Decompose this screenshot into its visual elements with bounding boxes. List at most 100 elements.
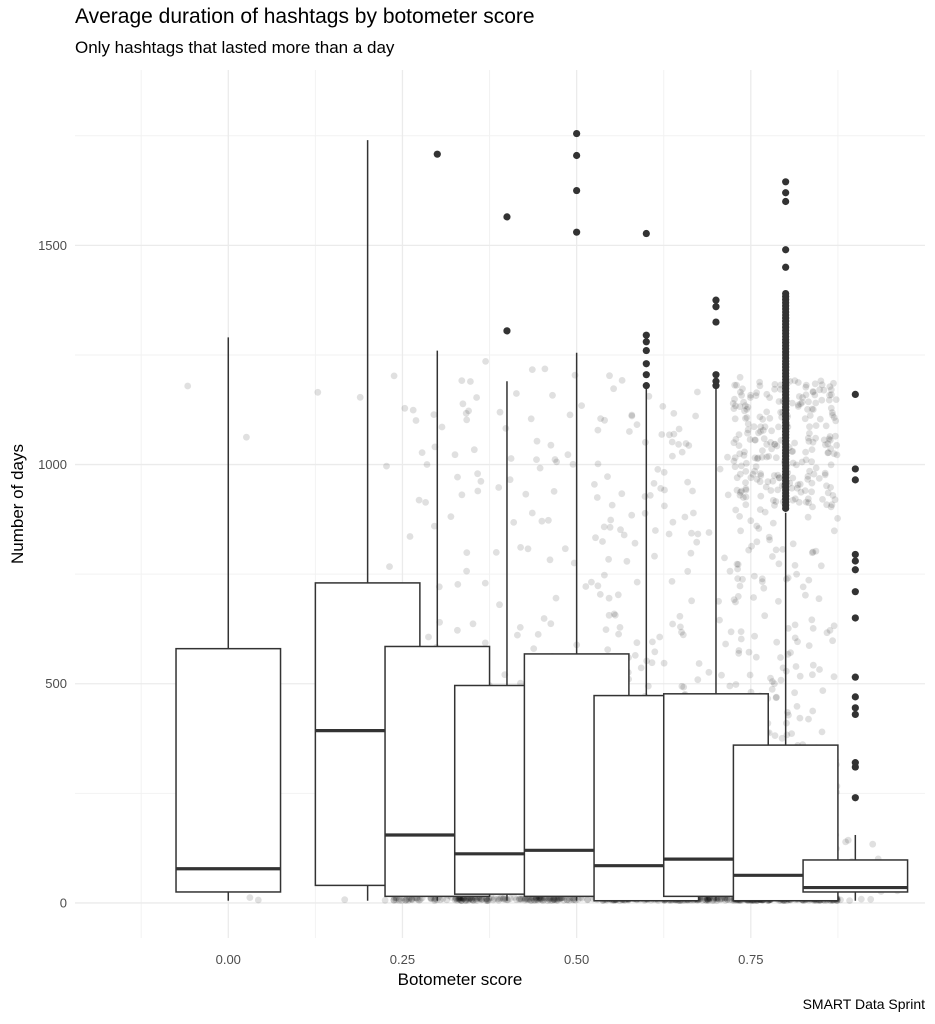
jitter-point [623, 557, 631, 565]
jitter-point [547, 620, 555, 628]
jitter-point [614, 591, 622, 599]
jitter-point [809, 388, 817, 395]
jitter-point [817, 377, 825, 385]
jitter-point [631, 539, 639, 547]
jitter-point [734, 565, 741, 573]
jitter-point [744, 429, 751, 437]
jitter-point [779, 664, 787, 672]
jitter-point [652, 527, 659, 534]
jitter-point [517, 544, 524, 551]
jitter-point [496, 408, 504, 416]
jitter-point [809, 671, 816, 679]
jitter-point [527, 897, 535, 905]
jitter-point [733, 381, 740, 389]
jitter-point [816, 386, 823, 394]
jitter-point [606, 523, 614, 531]
jitter-point [767, 674, 774, 682]
outlier-point [573, 186, 581, 195]
jitter-point [791, 562, 799, 569]
jitter-point [699, 897, 706, 904]
jitter-point [528, 366, 536, 373]
jitter-point [757, 423, 765, 431]
jitter-point [752, 463, 760, 470]
jitter-point [812, 422, 820, 429]
jitter-point [522, 895, 529, 903]
jitter-point [341, 896, 349, 904]
jitter-point [726, 682, 734, 690]
jitter-point [736, 470, 744, 478]
jitter-point [742, 493, 750, 501]
jitter-point [724, 491, 732, 499]
jitter-point [403, 895, 411, 903]
jitter-point [763, 390, 771, 398]
jitter-point [757, 472, 765, 479]
jitter-point [628, 412, 636, 420]
jitter-point [846, 897, 853, 904]
jitter-point [546, 556, 554, 564]
jitter-point [734, 561, 742, 568]
jitter-point [729, 400, 737, 407]
jitter-point [538, 896, 546, 904]
jitter-point [694, 388, 701, 396]
jitter-point [550, 895, 558, 903]
jitter-point [828, 391, 835, 399]
jitter-point [811, 380, 819, 388]
jitter-point [741, 448, 748, 456]
jitter-point [796, 672, 804, 680]
jitter-point [737, 388, 744, 396]
jitter-point [829, 492, 837, 499]
jitter-point [824, 449, 832, 457]
jitter-point [408, 896, 416, 904]
jitter-point [412, 417, 420, 424]
jitter-point [694, 676, 702, 684]
jitter-point [618, 377, 626, 384]
jitter-point [456, 896, 464, 903]
jitter-point [687, 549, 695, 557]
jitter-point [802, 383, 810, 391]
outlier-point [642, 382, 650, 390]
jitter-point [742, 485, 750, 493]
jitter-point [811, 391, 819, 399]
outlier-point [642, 360, 650, 368]
jitter-point [802, 381, 810, 389]
jitter-point [792, 663, 800, 670]
jitter-point [802, 456, 810, 464]
jitter-point [531, 897, 538, 904]
jitter-point [541, 365, 549, 373]
jitter-point [806, 430, 813, 437]
jitter-point [569, 460, 577, 468]
jitter-point [827, 484, 834, 491]
outlier-point [782, 289, 790, 298]
jitter-point [733, 560, 741, 568]
jitter-point [776, 474, 783, 482]
jitter-point [470, 446, 478, 454]
jitter-point [557, 895, 564, 903]
jitter-point [794, 403, 802, 410]
jitter-point [465, 895, 473, 903]
outlier-point [851, 566, 859, 574]
jitter-point [540, 615, 548, 622]
jitter-point [742, 501, 750, 509]
jitter-point [669, 620, 676, 628]
jitter-point [626, 428, 633, 435]
jitter-point [401, 404, 409, 412]
outlier-point [573, 129, 581, 138]
jitter-point [551, 456, 559, 463]
jitter-point [771, 680, 778, 688]
jitter-point [654, 466, 662, 473]
jitter-point [755, 429, 762, 437]
outlier-point [712, 296, 720, 304]
jitter-point [705, 897, 712, 904]
jitter-point [593, 494, 601, 501]
jitter-point [705, 529, 713, 536]
jitter-point [726, 567, 734, 575]
jitter-point [631, 652, 639, 659]
jitter-point [617, 526, 624, 534]
outlier-point [851, 476, 859, 484]
jitter-point [645, 392, 653, 400]
jitter-point [495, 484, 503, 491]
jitter-point [732, 436, 740, 443]
jitter-point [779, 546, 787, 553]
jitter-point [563, 896, 571, 904]
jitter-point [594, 426, 602, 434]
